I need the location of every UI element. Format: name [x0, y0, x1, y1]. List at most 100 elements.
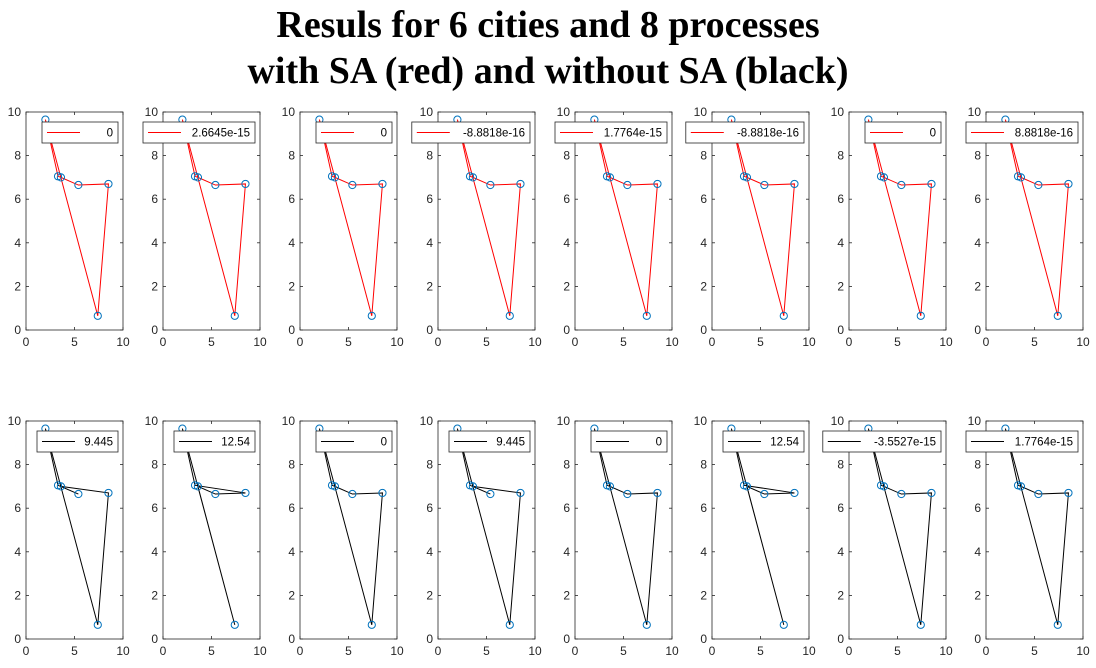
city-marker [742, 482, 752, 491]
city-marker [1053, 311, 1062, 320]
x-tick-label: 5 [1031, 644, 1038, 658]
city-marker [486, 180, 495, 190]
subplot-1-2: 0 5 10 0 2 4 6 8 10 2.6645e-15 [142, 105, 267, 349]
y-tick-label: 10 [557, 414, 571, 428]
tour-line [44, 428, 109, 625]
axes-box [437, 111, 536, 331]
legend-label: -8.8818e-16 [463, 128, 525, 140]
y-tick-label: 4 [563, 236, 570, 250]
y-tick-label: 10 [282, 105, 296, 119]
city-marker [897, 180, 906, 190]
x-tick-label: 10 [528, 335, 542, 349]
x-tick-label: 5 [1031, 335, 1038, 349]
legend-box [411, 121, 531, 144]
tour-line [1004, 119, 1069, 316]
y-tick-label: 2 [426, 279, 433, 293]
y-tick-label: 2 [288, 279, 295, 293]
y-tick-label: 4 [426, 545, 433, 559]
city-marker [56, 482, 66, 491]
y-tick-label: 2 [151, 588, 158, 602]
y-tick-label: 8 [288, 149, 295, 163]
y-tick-label: 10 [694, 414, 708, 428]
y-tick-label: 10 [831, 105, 845, 119]
y-tick-label: 6 [151, 501, 158, 515]
tour-line [181, 428, 246, 625]
legend-box [554, 121, 668, 144]
legend-box [36, 430, 119, 453]
y-tick-label: 0 [14, 323, 21, 337]
y-tick-label: 2 [700, 588, 707, 602]
city-marker [760, 180, 769, 190]
y-tick-label: 4 [151, 236, 158, 250]
y-tick-label: 8 [563, 149, 570, 163]
legend-label: 0 [381, 128, 387, 140]
y-tick-label: 0 [837, 323, 844, 337]
y-tick-label: 8 [974, 149, 981, 163]
y-tick-label: 0 [837, 632, 844, 646]
axes-box [299, 420, 398, 640]
y-tick-label: 0 [288, 323, 295, 337]
city-marker [330, 482, 340, 491]
x-tick-label: 5 [208, 644, 215, 658]
tour-line [181, 119, 246, 316]
tour-line [730, 119, 795, 316]
city-marker [505, 620, 514, 629]
legend-label: 8.8818e-16 [1015, 128, 1073, 140]
y-tick-label: 2 [837, 279, 844, 293]
city-marker [779, 311, 788, 320]
x-tick-label: 5 [894, 335, 901, 349]
city-marker [916, 620, 925, 629]
tour-line [44, 119, 109, 316]
subplot-1-3: 0 5 10 0 2 4 6 8 10 0 [282, 105, 404, 349]
x-tick-label: 5 [620, 644, 627, 658]
legend-label: 0 [381, 437, 387, 449]
y-tick-label: 2 [563, 588, 570, 602]
axes-box [299, 111, 398, 331]
y-tick-label: 0 [700, 323, 707, 337]
x-tick-label: 0 [709, 644, 716, 658]
y-tick-label: 8 [151, 149, 158, 163]
tour-line [867, 428, 932, 625]
subplot-1-1: 0 5 10 0 2 4 6 8 10 0 [8, 105, 130, 349]
x-tick-label: 10 [665, 335, 679, 349]
subplot-1-4: 0 5 10 0 2 4 6 8 10 -8.8818e-16 [411, 105, 542, 349]
legend-box [142, 121, 256, 144]
y-tick-label: 8 [14, 149, 21, 163]
y-tick-label: 8 [700, 149, 707, 163]
axes-box [574, 420, 673, 640]
city-marker [653, 179, 662, 189]
city-marker [1016, 482, 1026, 491]
y-tick-label: 10 [8, 414, 22, 428]
city-marker [605, 482, 615, 491]
x-tick-label: 10 [802, 644, 816, 658]
subplot-1-5: 0 5 10 0 2 4 6 8 10 1.7764e-15 [554, 105, 679, 349]
city-marker [505, 311, 514, 320]
x-tick-label: 0 [846, 644, 853, 658]
x-tick-label: 5 [345, 335, 352, 349]
x-tick-label: 5 [620, 335, 627, 349]
y-tick-label: 6 [974, 501, 981, 515]
x-tick-label: 0 [846, 335, 853, 349]
y-tick-label: 10 [831, 414, 845, 428]
city-marker [193, 482, 203, 491]
y-tick-label: 0 [700, 632, 707, 646]
x-tick-label: 0 [297, 335, 304, 349]
city-marker [1034, 180, 1043, 190]
tour-line [456, 119, 521, 316]
x-tick-label: 0 [23, 644, 30, 658]
y-tick-label: 4 [14, 545, 21, 559]
subplot-1-8: 0 5 10 0 2 4 6 8 10 8.8818e-16 [965, 105, 1090, 349]
y-tick-label: 8 [837, 149, 844, 163]
city-marker [330, 173, 340, 182]
legend-label: 1.7764e-15 [604, 128, 662, 140]
axes-box [848, 420, 947, 640]
x-tick-label: 0 [23, 335, 30, 349]
x-tick-label: 0 [709, 335, 716, 349]
legend-box [448, 430, 531, 453]
city-marker [367, 311, 376, 320]
y-tick-label: 8 [426, 458, 433, 472]
x-tick-label: 10 [528, 644, 542, 658]
x-tick-label: 10 [390, 644, 404, 658]
city-marker [468, 482, 478, 491]
y-tick-label: 4 [426, 236, 433, 250]
